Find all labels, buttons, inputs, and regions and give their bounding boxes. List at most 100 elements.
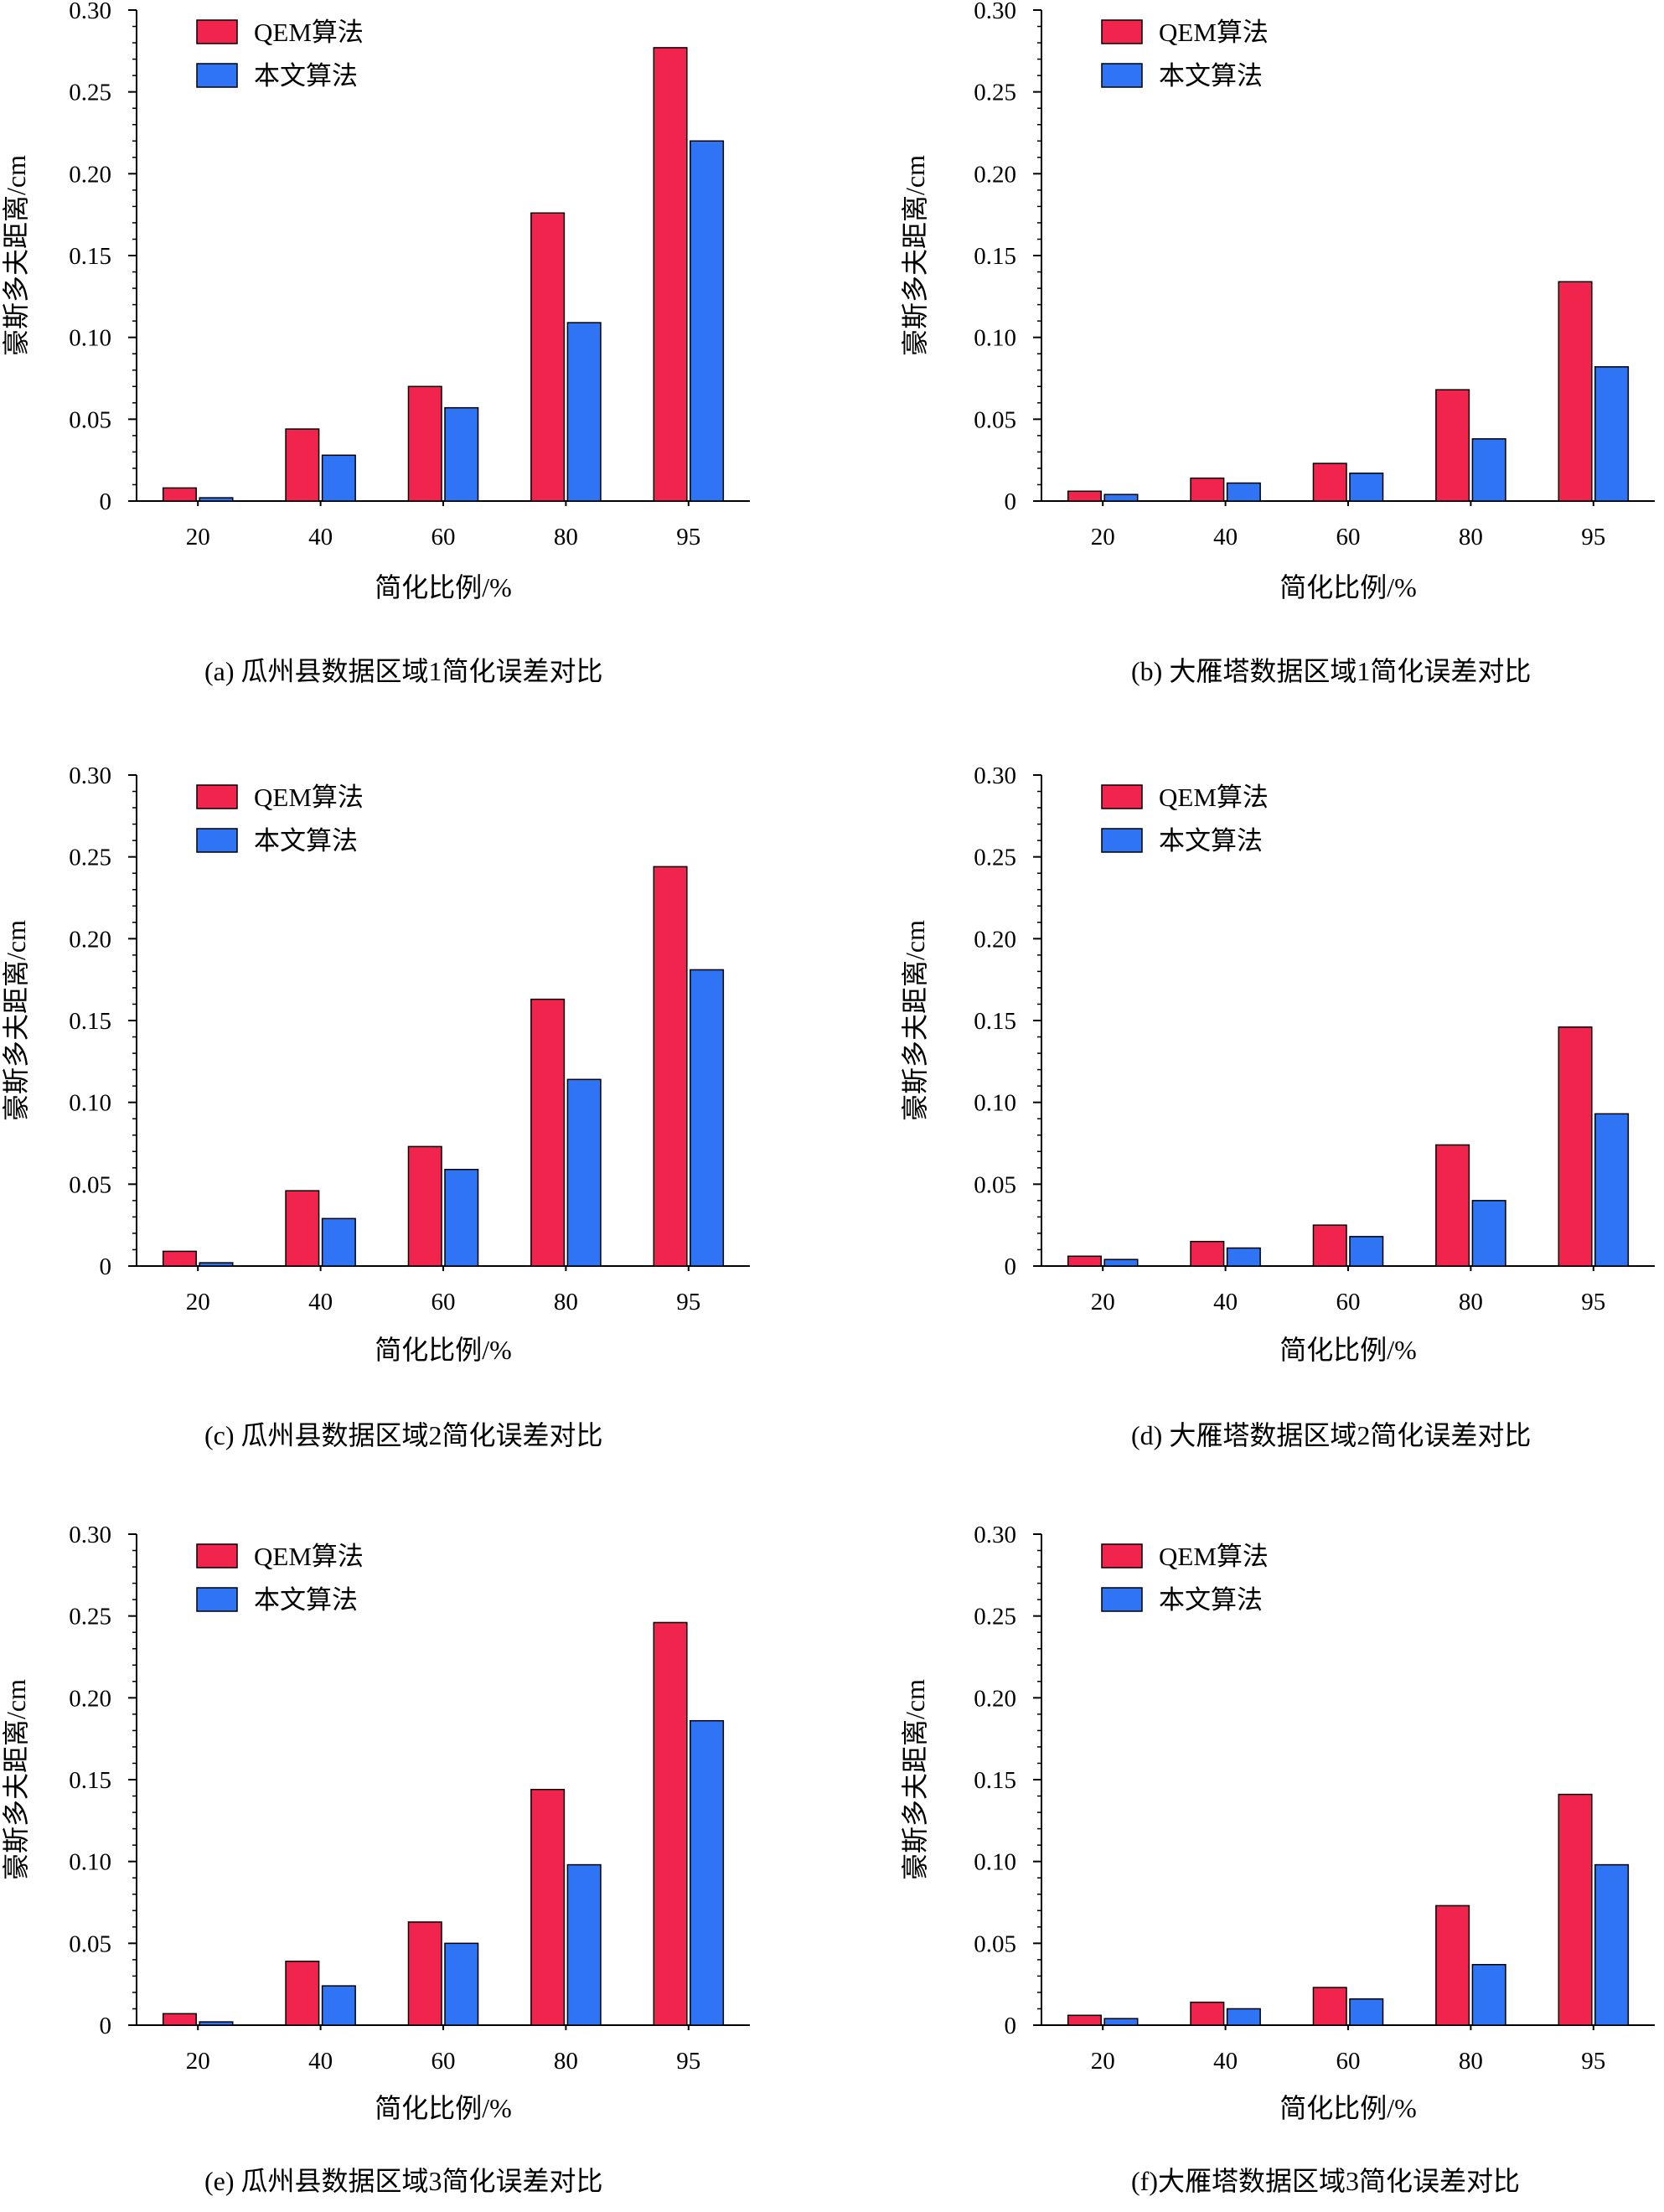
y-tick-label: 0.25 [69,845,111,871]
x-tick-label: 60 [1336,524,1361,550]
chart-panel-b: 0 0.05 0.10 0.15 0.20 0.25 0.30 20 40 60 80 95 QEM算法… [832,0,1664,737]
bar-ours [1594,1863,1630,2026]
y-tick-label: 0.15 [974,243,1016,270]
y-tick-label: 0.30 [974,1522,1016,1548]
y-tick-label: 0.05 [974,1171,1016,1198]
y-tick-label: 0 [1005,2013,1017,2039]
bar-ours [566,1078,602,1267]
y-tick-label: 0.10 [69,1849,111,1876]
bar-ours [1594,366,1630,502]
x-axis-label: 简化比例/% [375,2093,512,2123]
legend-label: QEM算法 [254,18,364,47]
x-tick-label: 95 [676,2048,700,2075]
chart-panel-d: 0 0.05 0.10 0.15 0.20 0.25 0.30 20 40 60 80 95 QEM算法… [832,737,1664,1475]
y-tick-label: 0.05 [69,1171,111,1198]
chart-caption: (a) 瓜州县数据区域1简化误差对比 [204,656,603,686]
bar-ours [690,1719,725,2026]
x-tick-label: 40 [308,2048,333,2075]
y-tick-label: 0.25 [69,80,111,106]
bar-qem [407,1145,442,1267]
legend-swatch [196,1543,238,1569]
y-tick-label: 0.05 [974,1930,1016,1957]
bar-qem [1435,1144,1470,1267]
y-tick-label: 0.25 [974,845,1016,871]
x-tick-label: 80 [554,2048,578,2075]
bar-ours [1594,1113,1630,1267]
y-tick-label: 0.30 [69,762,111,789]
y-axis-label: 豪斯多夫距离/cm [1,920,31,1121]
legend-label: 本文算法 [254,61,358,90]
y-tick-label: 0 [1005,1253,1017,1280]
bar-qem [1067,2014,1102,2026]
chart-panel-e: 0 0.05 0.10 0.15 0.20 0.25 0.30 20 40 60 80 95 QEM算法… [0,1475,832,2212]
bar-ours [690,140,725,502]
y-axis-label: 豪斯多夫距离/cm [900,920,930,1121]
x-tick-label: 40 [1213,1289,1238,1315]
legend-swatch [1101,19,1143,44]
legend-label: QEM算法 [1159,1542,1269,1571]
bar-qem [285,1961,320,2026]
bar-ours [1471,438,1506,502]
bar-qem [1190,2001,1225,2026]
legend-swatch [1101,1543,1143,1569]
x-tick-label: 20 [186,524,210,550]
y-tick-label: 0.15 [974,1008,1016,1035]
bar-qem [1067,490,1102,502]
chart-caption: (f)大雁塔数据区域3简化误差对比 [1131,2166,1520,2196]
bar-ours [321,1217,356,1267]
x-tick-label: 20 [1091,524,1115,550]
bar-qem [653,1621,688,2026]
legend-swatch [1101,828,1143,853]
legend-swatch [1101,63,1143,88]
chart-caption: (d) 大雁塔数据区域2简化误差对比 [1131,1420,1532,1450]
bar-qem [530,212,566,502]
chart-caption: (b) 大雁塔数据区域1简化误差对比 [1131,656,1532,686]
y-tick-label: 0 [1005,488,1017,515]
bar-ours [199,2021,234,2026]
bar-qem [162,487,197,502]
bar-ours [1226,482,1261,502]
x-tick-label: 40 [308,524,333,550]
x-tick-label: 20 [1091,2048,1115,2075]
y-tick-label: 0.10 [69,1090,111,1117]
bar-qem [407,385,442,502]
legend-label: 本文算法 [1159,826,1263,855]
bar-ours [1226,2008,1261,2026]
x-tick-label: 95 [676,1289,700,1315]
y-tick-label: 0.15 [69,243,111,270]
chart-caption: (c) 瓜州县数据区域2简化误差对比 [204,1420,603,1450]
legend-swatch [1101,1587,1143,1612]
y-tick-label: 0.20 [69,161,111,188]
x-axis-label: 简化比例/% [375,1335,512,1365]
bar-ours [1349,1998,1384,2026]
y-tick-label: 0.30 [974,762,1016,789]
x-tick-label: 60 [432,524,456,550]
y-tick-label: 0.15 [974,1767,1016,1794]
y-tick-label: 0.20 [69,926,111,953]
x-tick-label: 60 [1336,2048,1361,2075]
bar-qem [1558,1793,1593,2026]
chart-panel-f: 0 0.05 0.10 0.15 0.20 0.25 0.30 20 40 60 80 95 QEM算法… [832,1475,1664,2212]
legend-label: 本文算法 [254,1585,358,1615]
bar-ours [1103,2018,1139,2026]
bar-ours [1349,1236,1384,1267]
bar-qem [653,866,688,1267]
x-axis-label: 简化比例/% [1279,1335,1417,1365]
y-tick-label: 0.15 [69,1008,111,1035]
y-tick-label: 0.25 [974,1604,1016,1631]
bar-ours [444,1169,479,1267]
y-tick-label: 0.10 [974,1090,1016,1117]
bar-ours [1471,1963,1506,2026]
legend-swatch [196,1587,238,1612]
bar-qem [1312,463,1347,502]
x-tick-label: 20 [186,2048,210,2075]
bar-qem [1190,1240,1225,1267]
x-tick-label: 80 [554,1289,578,1315]
y-tick-label: 0 [100,1253,112,1280]
bar-qem [1312,1987,1347,2026]
y-tick-label: 0.05 [69,1930,111,1957]
bar-ours [199,497,234,502]
legend-swatch [1101,784,1143,809]
legend-label: 本文算法 [1159,61,1263,90]
x-axis-label: 简化比例/% [375,572,512,602]
